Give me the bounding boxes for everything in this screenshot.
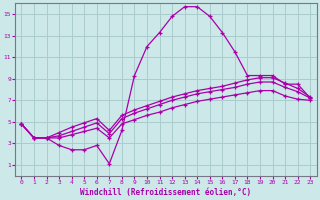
X-axis label: Windchill (Refroidissement éolien,°C): Windchill (Refroidissement éolien,°C) (80, 188, 252, 197)
